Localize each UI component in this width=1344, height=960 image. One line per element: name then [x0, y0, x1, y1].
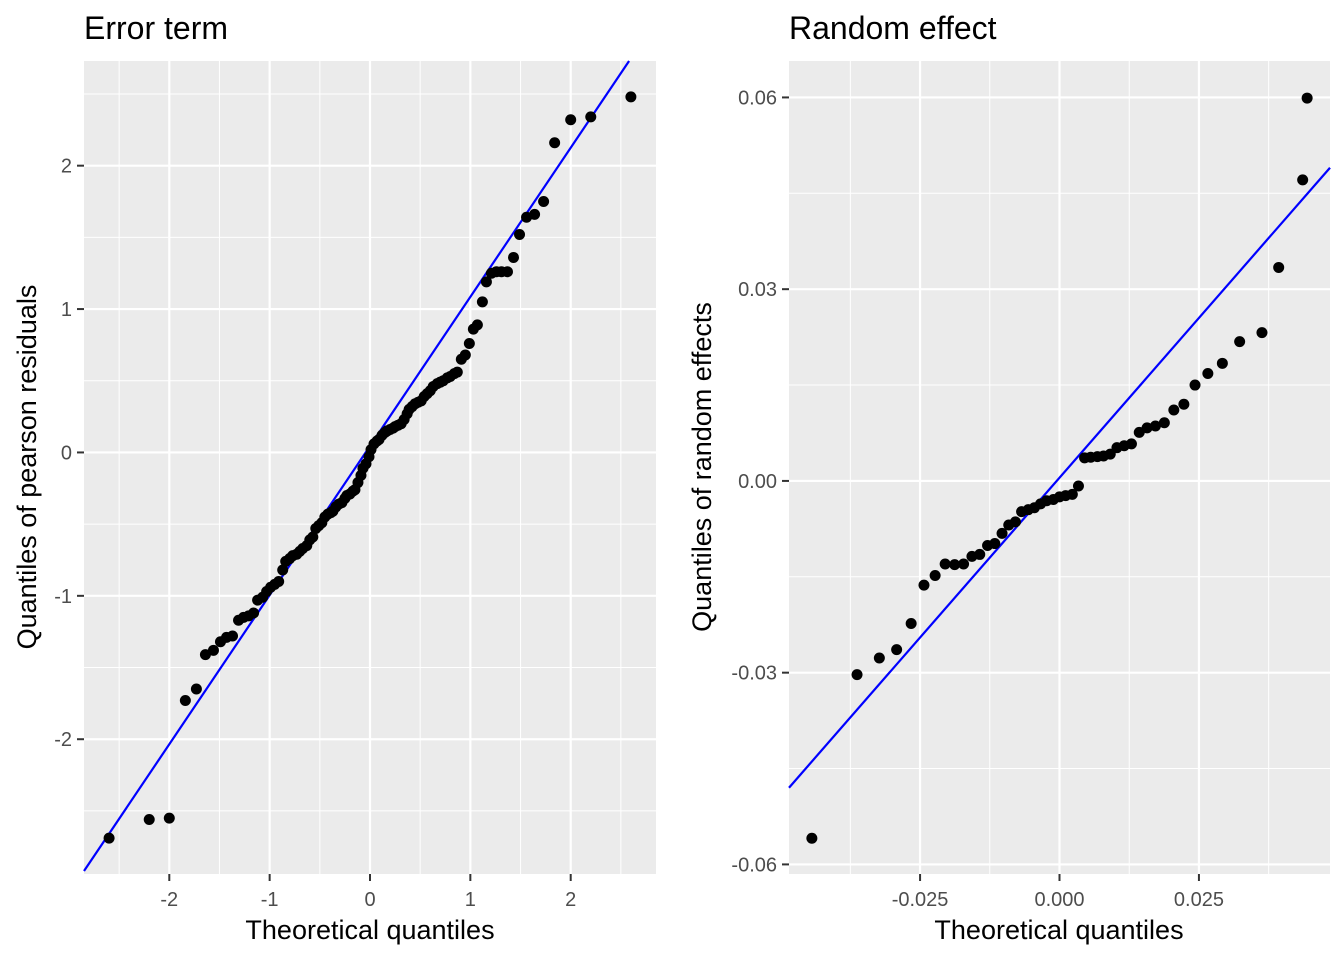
- y-tick-label: -0.06: [731, 854, 777, 876]
- data-point: [463, 337, 475, 349]
- data-point: [585, 111, 597, 123]
- y-axis-ticks: -0.06 -0.03 0.00 0.03 0.06: [731, 87, 789, 876]
- data-point: [806, 832, 818, 844]
- data-point: [974, 548, 986, 560]
- data-point: [143, 814, 155, 826]
- data-point: [163, 812, 175, 824]
- x-axis-label: Theoretical quantiles: [934, 915, 1183, 945]
- data-point: [996, 527, 1008, 539]
- x-tick-label: -0.025: [892, 889, 949, 911]
- data-point: [273, 575, 285, 587]
- qq-reference-line: [788, 167, 1331, 789]
- data-point: [549, 137, 561, 149]
- x-axis-ticks: -0.025 0.000 0.025: [892, 874, 1224, 911]
- y-tick-label: -1: [54, 586, 72, 608]
- data-point: [929, 570, 941, 582]
- x-tick-label: -2: [160, 889, 178, 911]
- data-point: [1189, 379, 1201, 391]
- qq-reference-line: [83, 60, 630, 872]
- major-gridlines: [789, 61, 1330, 874]
- data-point: [538, 196, 550, 208]
- data-point: [1202, 368, 1214, 380]
- data-point: [1149, 420, 1161, 432]
- y-axis-ticks: -2 -1 0 1 2: [54, 156, 84, 751]
- panel-error-term: Error term -2 -1 0 1 2 -2 -1 0 1 2 Theoretical q…: [12, 10, 656, 945]
- data-point: [508, 251, 520, 263]
- y-tick-label: 0.00: [738, 471, 777, 493]
- data-point: [1125, 438, 1137, 450]
- data-point: [451, 366, 463, 378]
- data-point: [905, 617, 917, 629]
- data-point: [918, 579, 930, 591]
- data-point: [891, 644, 903, 656]
- data-points: [103, 91, 637, 844]
- reference-line: [788, 167, 1331, 789]
- data-point: [1158, 417, 1170, 429]
- data-point: [501, 266, 513, 278]
- y-tick-label: 0.03: [738, 279, 777, 301]
- y-tick-label: 2: [61, 156, 72, 178]
- data-point: [1168, 404, 1180, 416]
- data-point: [1178, 398, 1190, 410]
- data-point: [103, 832, 115, 844]
- data-point: [277, 564, 289, 576]
- x-tick-label: 2: [565, 889, 576, 911]
- data-point: [939, 558, 951, 570]
- y-tick-label: 0: [61, 442, 72, 464]
- data-point: [625, 91, 637, 103]
- data-point: [1273, 261, 1285, 273]
- data-point: [529, 208, 541, 220]
- data-point: [873, 652, 885, 664]
- x-axis-label: Theoretical quantiles: [245, 915, 494, 945]
- data-point: [1141, 422, 1153, 434]
- chart-title: Error term: [84, 10, 228, 46]
- data-point: [1297, 174, 1309, 186]
- data-point: [248, 607, 260, 619]
- data-point: [949, 559, 961, 571]
- data-point: [459, 349, 471, 361]
- y-axis-label: Quantiles of random effects: [687, 302, 717, 632]
- data-point: [958, 558, 970, 570]
- x-tick-label: 0.000: [1034, 889, 1084, 911]
- data-point: [199, 649, 211, 661]
- x-tick-label: -1: [261, 889, 279, 911]
- x-tick-label: 0: [364, 889, 375, 911]
- chart-title: Random effect: [789, 10, 997, 46]
- data-point: [179, 695, 191, 707]
- data-point: [476, 296, 488, 308]
- data-point: [514, 228, 526, 240]
- y-tick-label: -2: [54, 729, 72, 751]
- data-point: [1216, 357, 1228, 369]
- x-axis-ticks: -2 -1 0 1 2: [160, 874, 576, 911]
- data-point: [207, 644, 219, 656]
- data-point: [1234, 336, 1246, 348]
- data-point: [190, 683, 202, 695]
- x-tick-label: 0.025: [1174, 889, 1224, 911]
- y-tick-label: -0.03: [731, 663, 777, 685]
- data-point: [851, 669, 863, 681]
- x-tick-label: 1: [465, 889, 476, 911]
- data-point: [471, 319, 483, 331]
- data-point: [227, 630, 239, 642]
- data-point: [1072, 480, 1084, 492]
- data-point: [1066, 488, 1078, 500]
- data-point: [1009, 516, 1021, 528]
- y-tick-label: 0.06: [738, 87, 777, 109]
- reference-line: [83, 60, 630, 872]
- data-point: [1256, 327, 1268, 339]
- y-axis-label: Quantiles of pearson residuals: [12, 285, 42, 650]
- panel-random-effect: Random effect -0.025 0.000 0.025 -0.06-0.0…: [687, 10, 1331, 945]
- data-point: [1301, 92, 1313, 104]
- data-point: [480, 276, 492, 288]
- data-points: [806, 92, 1313, 844]
- y-tick-label: 1: [61, 299, 72, 321]
- data-point: [989, 538, 1001, 550]
- data-point: [307, 531, 319, 543]
- data-point: [565, 114, 577, 126]
